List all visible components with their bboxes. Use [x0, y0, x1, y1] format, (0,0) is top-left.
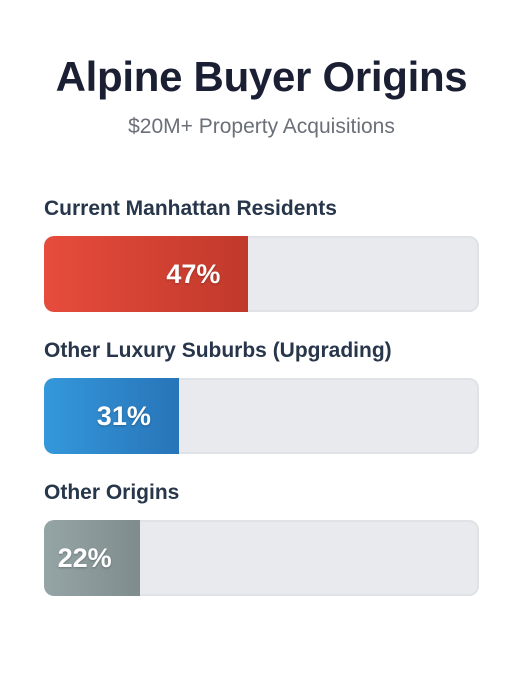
bar-value-label: 47% [166, 258, 221, 289]
bar-track: 22% [44, 520, 479, 596]
bar-label: Other Origins [44, 481, 180, 504]
bar-fill: 31% [44, 378, 179, 454]
chart-subtitle: $20M+ Property Acquisitions [128, 115, 395, 138]
bar-group-suburbs: Other Luxury Suburbs (Upgrading) 31% [44, 338, 479, 454]
bar-track: 31% [44, 378, 479, 454]
bar-value-label: 31% [96, 400, 151, 431]
bar-label: Other Luxury Suburbs (Upgrading) [44, 339, 392, 362]
bar-fill: 47% [44, 236, 249, 312]
bar-track: 47% [44, 236, 479, 312]
bar-group-manhattan: Current Manhattan Residents 47% [44, 196, 479, 312]
bar-fill: 22% [44, 520, 140, 596]
chart-title: Alpine Buyer Origins [55, 53, 468, 100]
bar-group-other: Other Origins 22% [44, 480, 479, 596]
bar-list: Current Manhattan Residents 47% Other Lu… [44, 196, 479, 596]
bar-label: Current Manhattan Residents [44, 197, 337, 220]
bar-value-label: 22% [57, 542, 112, 573]
